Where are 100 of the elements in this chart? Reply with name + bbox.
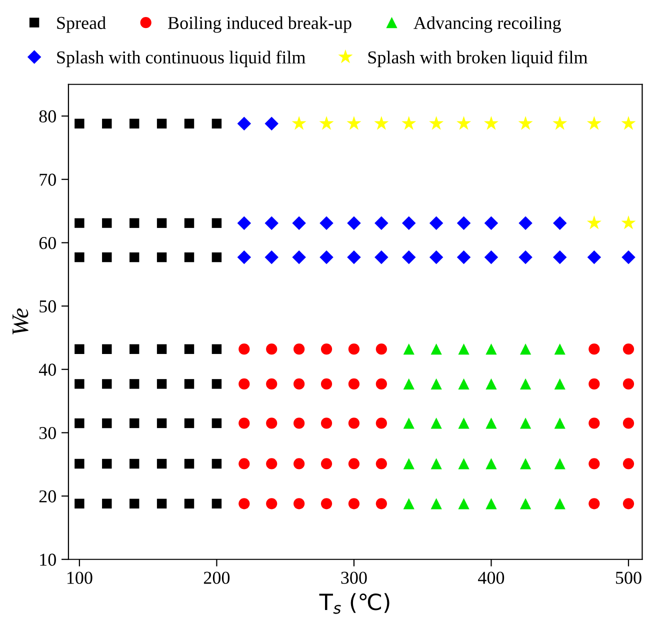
point (292, 116, 306, 130)
point (621, 215, 636, 230)
point (320, 498, 332, 510)
point (238, 418, 250, 429)
legend-label: Splash with broken liquid film (368, 50, 588, 68)
x-tick-label: 200 (204, 572, 230, 584)
point (264, 250, 278, 264)
point (348, 378, 360, 390)
point (156, 498, 167, 509)
point (486, 458, 497, 470)
point (102, 252, 112, 262)
point (458, 344, 470, 355)
point (374, 216, 388, 230)
point (402, 116, 416, 130)
point (554, 458, 566, 470)
point (430, 344, 442, 355)
point (347, 250, 361, 264)
point (588, 378, 600, 390)
point (588, 418, 600, 429)
point (74, 218, 84, 228)
point (129, 118, 140, 129)
point (552, 250, 567, 264)
point (264, 216, 278, 230)
point (554, 418, 566, 429)
point (348, 418, 360, 429)
point (376, 344, 387, 355)
point (266, 458, 278, 470)
point (622, 344, 634, 355)
point (319, 116, 334, 130)
point (586, 116, 602, 130)
point (156, 344, 167, 354)
legend-label: Boiling induced break-up (168, 16, 352, 33)
point (102, 379, 112, 389)
point (458, 458, 470, 470)
point (320, 418, 332, 429)
point (102, 498, 112, 509)
point (484, 250, 498, 264)
point (486, 418, 497, 429)
point (292, 216, 306, 230)
point (212, 118, 222, 129)
point (184, 252, 194, 262)
point (622, 418, 634, 429)
point (552, 216, 567, 230)
point (264, 116, 278, 131)
point (403, 458, 414, 470)
point (429, 116, 444, 130)
point (238, 498, 250, 510)
point (266, 418, 278, 429)
point (74, 498, 84, 509)
y-tick-label: 60 (39, 236, 56, 250)
point (520, 378, 532, 390)
point (484, 216, 498, 230)
point (320, 344, 332, 355)
point (238, 378, 250, 390)
point (622, 458, 634, 470)
point (266, 344, 278, 355)
point (238, 458, 250, 470)
point (486, 344, 497, 355)
point (237, 216, 252, 230)
legend-label: Advancing recoiling (414, 16, 561, 33)
point (156, 118, 167, 129)
point (554, 378, 566, 390)
point (294, 498, 305, 510)
point (588, 344, 600, 355)
point (520, 458, 532, 470)
point (184, 118, 194, 129)
point (554, 498, 566, 510)
point (184, 498, 194, 509)
point (74, 418, 84, 428)
point (156, 379, 167, 389)
point (348, 458, 360, 470)
point (347, 216, 361, 230)
point (402, 216, 416, 230)
point (520, 344, 532, 355)
point (430, 498, 442, 510)
x-tick-label: 400 (478, 572, 504, 584)
y-tick-label: 80 (39, 110, 56, 122)
y-tick-label: 50 (40, 300, 56, 312)
point (237, 116, 252, 131)
y-tick-label: 20 (39, 490, 56, 502)
point (184, 344, 194, 354)
point (74, 252, 84, 262)
point (456, 216, 471, 230)
y-tick-label: 40 (38, 364, 56, 376)
point (520, 498, 532, 510)
point (294, 458, 305, 470)
point (586, 215, 602, 230)
point (129, 218, 140, 228)
point (102, 458, 112, 469)
point (212, 218, 222, 228)
y-tick-label: 10 (40, 554, 56, 566)
point (402, 250, 416, 264)
point (520, 418, 532, 429)
point (320, 458, 332, 470)
x-tick-label: 300 (341, 572, 367, 584)
point (156, 458, 167, 469)
point (621, 116, 636, 130)
point (518, 216, 532, 230)
point (102, 418, 112, 428)
point (320, 378, 332, 390)
